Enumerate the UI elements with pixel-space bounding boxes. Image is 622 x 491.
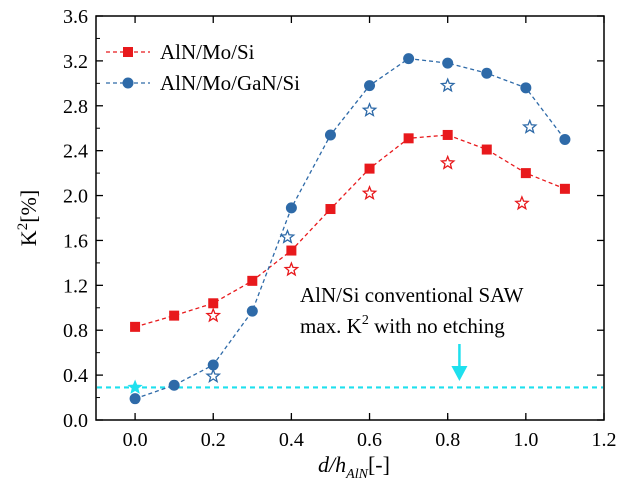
star-point (361, 185, 378, 201)
data-point (169, 310, 180, 321)
legend-label: AlN/Mo/Si (160, 40, 255, 64)
star-point (279, 228, 296, 244)
x-tick-label: 0.4 (279, 429, 304, 451)
annotation-line-1: AlN/Si conventional SAW (300, 283, 524, 307)
legend-marker (123, 47, 133, 57)
annotation-arrow-head (451, 366, 468, 381)
data-point (286, 245, 297, 256)
star-point (521, 118, 538, 134)
data-point (520, 168, 531, 179)
y-tick-label: 2.0 (63, 186, 88, 208)
legend: AlN/Mo/Si AlN/Mo/GaN/Si (106, 40, 300, 95)
data-point (324, 129, 336, 141)
y-tick-label: 1.2 (63, 275, 88, 297)
star-point (361, 102, 378, 117)
series-line (134, 134, 566, 328)
y-tick-label: 1.6 (63, 230, 88, 252)
star-point (439, 154, 456, 170)
data-point (559, 133, 571, 145)
data-point (207, 359, 219, 371)
data-point (246, 305, 258, 317)
y-tick-label: 2.8 (63, 96, 88, 118)
reference-star-marker (127, 379, 143, 394)
plot-marks (97, 53, 603, 405)
y-tick-label: 0.0 (63, 410, 88, 432)
y-axis-title: K2[%] (15, 190, 41, 246)
data-point (442, 129, 453, 140)
y-tick-label: 2.4 (63, 141, 88, 163)
data-point (364, 80, 376, 92)
annotation-line-2: max. K2 with no etching (300, 313, 505, 338)
axes: 0.0 0.2 0.4 0.6 0.8 1.0 1.2 0.0 0.4 0.8 1.2 1.6 2.0 2… (63, 6, 617, 451)
axis-titles: K2[%] d/hAlN[-] (15, 190, 390, 482)
x-tick-label: 1.0 (513, 429, 538, 451)
y-tick-label: 0.8 (63, 320, 88, 342)
legend-label: AlN/Mo/GaN/Si (160, 71, 300, 95)
data-point (129, 393, 141, 405)
y-tick-label: 3.6 (63, 6, 88, 28)
x-tick-label: 0.6 (357, 429, 382, 451)
data-point (442, 57, 454, 69)
data-point (208, 298, 219, 309)
y-tick-label: 0.4 (63, 365, 88, 387)
x-tick-label: 0.8 (435, 429, 460, 451)
legend-marker (122, 77, 134, 89)
star-point (205, 367, 222, 383)
star-point (205, 307, 222, 323)
data-point (403, 133, 414, 144)
star-point (283, 261, 300, 277)
data-point (364, 163, 375, 174)
x-axis-title: d/hAlN[-] (318, 452, 390, 482)
data-point (247, 275, 258, 286)
data-point (168, 379, 180, 391)
data-point (403, 53, 415, 65)
data-point (481, 144, 492, 155)
data-point (520, 82, 532, 94)
x-tick-label: 1.2 (592, 429, 617, 451)
series-line (134, 57, 566, 400)
data-point (130, 321, 141, 332)
y-tick-label: 3.2 (63, 51, 88, 73)
x-tick-label: 0.2 (201, 429, 226, 451)
x-tick-label: 0.0 (123, 429, 148, 451)
data-point (481, 67, 493, 79)
data-point (325, 204, 336, 215)
reference-annotation: AlN/Si conventional SAW max. K2 with no e… (300, 283, 524, 381)
data-point (559, 183, 570, 194)
data-point (285, 202, 297, 214)
star-point (439, 77, 456, 93)
star-point (514, 195, 530, 211)
